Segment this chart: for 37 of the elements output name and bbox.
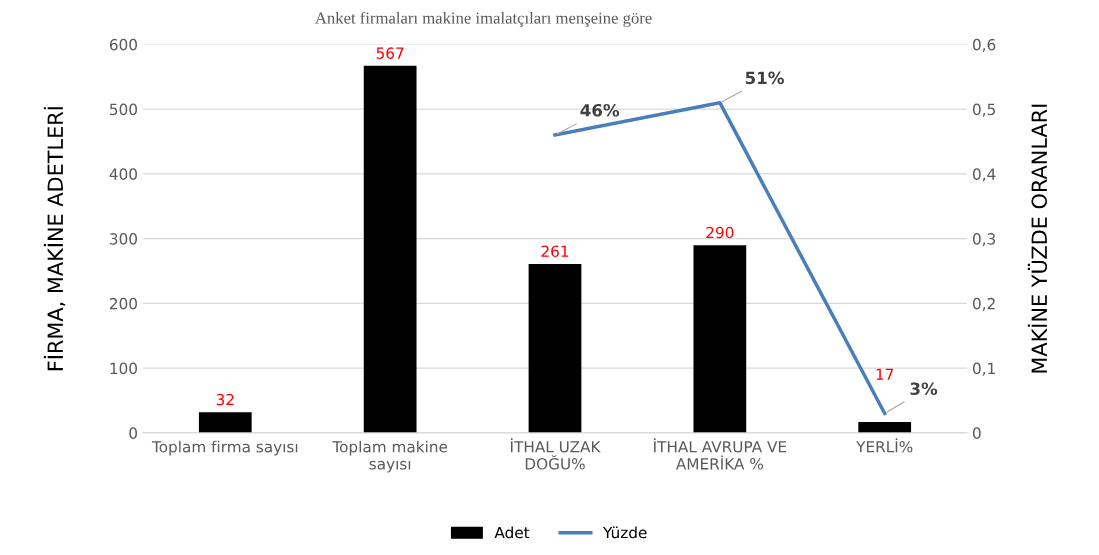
bar — [363, 65, 417, 433]
x-tick-label: İTHAL AVRUPA VE AMERİKA % — [654, 438, 787, 470]
bar — [693, 245, 747, 433]
y2-tick-label: 0,4 — [972, 168, 996, 182]
y-tick-label: 500 — [110, 103, 137, 116]
y-tick-label: 200 — [109, 297, 137, 310]
x-tick-label: Toplam makine sayısı — [332, 440, 448, 473]
y-tick-label: 0 — [129, 427, 137, 439]
y-tick-label: 400 — [109, 168, 137, 180]
data-label: 3% — [910, 382, 938, 395]
legend-label: Yüzde — [602, 526, 647, 539]
x-tick-label: İTHAL UZAK DOĞU% — [510, 438, 601, 470]
bar — [528, 263, 582, 433]
data-label: 46% — [580, 103, 620, 117]
x-tick-label: Toplam firma sayısı — [151, 440, 298, 456]
x-tick-label: YERLİ% — [856, 438, 913, 453]
data-label: 290 — [706, 226, 734, 239]
data-label: 51% — [745, 71, 784, 85]
chart-title: Anket firmaları makine imalatçıları menşeine göre — [315, 11, 652, 28]
legend-label: Adet — [494, 526, 530, 539]
y-tick-label: 100 — [110, 362, 137, 375]
y2-tick-label: 0,5 — [972, 103, 995, 117]
y2-tick-label: 0,2 — [972, 297, 995, 311]
y-axis-title: FİRMA, MAKİNE ADETLERİ — [43, 107, 66, 371]
y2-tick-label: 0,1 — [972, 362, 995, 376]
y2-axis-title: MAKİNE YÜZDE ORANLARI — [1027, 104, 1048, 373]
data-label: 567 — [376, 47, 404, 59]
y-tick-label: 300 — [110, 233, 137, 245]
bar — [858, 421, 912, 433]
data-label: 261 — [541, 245, 569, 258]
bar — [198, 412, 252, 433]
y2-tick-label: 0,6 — [972, 38, 996, 52]
data-label: 32 — [216, 393, 234, 406]
data-label: 17 — [876, 368, 894, 380]
y-tick-label: 600 — [109, 38, 137, 51]
y2-tick-label: 0,3 — [972, 233, 996, 247]
y2-tick-label: 0 — [972, 427, 981, 439]
